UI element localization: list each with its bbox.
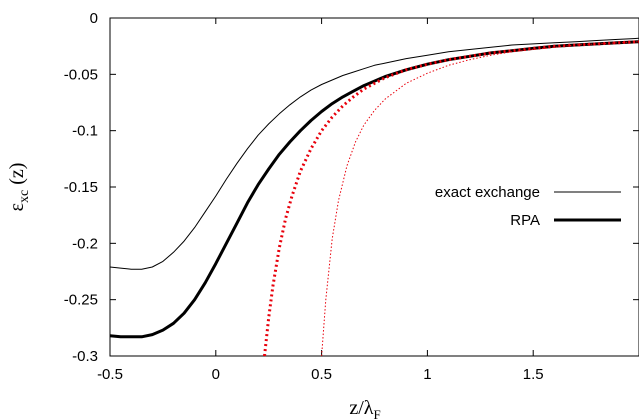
legend: exact exchange RPA (435, 184, 621, 229)
y-tick-label: -0.3 (72, 348, 98, 365)
series-exact-exchange (109, 37, 639, 270)
x-axis-title-subscript: F (373, 407, 380, 420)
y-tick-label: -0.05 (64, 66, 98, 83)
y-tick-label: -0.15 (64, 179, 98, 196)
y-axis-title-suffix: (z) (6, 163, 28, 190)
y-tick-label: 0 (90, 10, 98, 27)
x-tick-label: 1.5 (523, 366, 544, 383)
series-red-dotted-thick (263, 40, 639, 357)
y-axis-title: εxc (z) (6, 163, 32, 212)
y-axis-title-subscript: xc (17, 190, 32, 203)
y-axis-title-main: ε (6, 203, 28, 211)
legend-label-exact-exchange: exact exchange (435, 184, 540, 201)
x-tick-label: 1 (423, 366, 431, 383)
series-rpa (109, 40, 639, 339)
x-tick-label: -0.5 (97, 366, 123, 383)
series-layer (109, 37, 639, 357)
x-tick-labels: -0.5 0 0.5 1 1.5 (97, 366, 544, 383)
x-axis-title-main: z/λ (349, 397, 373, 419)
y-tick-label: -0.1 (72, 123, 98, 140)
legend-label-rpa: RPA (510, 212, 540, 229)
x-axis-title: z/λF (349, 397, 380, 420)
y-tick-label: -0.2 (72, 235, 98, 252)
y-tick-label: -0.25 (64, 292, 98, 309)
y-tick-labels: 0 -0.05 -0.1 -0.15 -0.2 -0.25 -0.3 (64, 10, 98, 365)
x-tick-label: 0 (212, 366, 220, 383)
series-red-dotted-thin (321, 41, 639, 357)
x-tick-label: 0.5 (311, 366, 332, 383)
